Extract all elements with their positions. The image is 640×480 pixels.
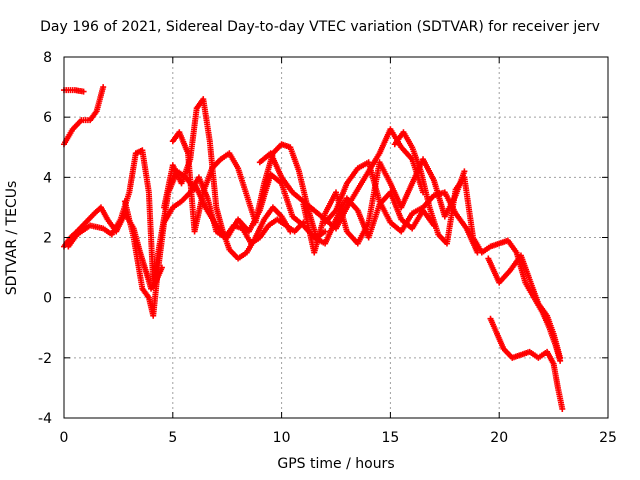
data-point	[322, 228, 329, 235]
y-tick-label: 0	[43, 291, 52, 307]
series-arc-12	[391, 129, 564, 364]
x-tick-label: 20	[490, 430, 508, 446]
x-tick-label: 10	[273, 430, 291, 446]
data-point	[557, 354, 564, 361]
axis-ticks: 0 5 10 15 20 25 -4 -2 0 2 4 6 8	[38, 50, 617, 446]
y-tick-label: -4	[38, 411, 52, 427]
data-point	[100, 84, 107, 91]
x-tick-label: 0	[60, 430, 69, 446]
grid-lines	[64, 57, 608, 418]
data-point	[80, 88, 87, 95]
series-arc-2	[61, 84, 107, 148]
y-tick-label: 4	[43, 170, 52, 186]
series-arc-14	[487, 315, 566, 412]
x-tick-label: 25	[599, 430, 617, 446]
data-series	[61, 84, 566, 412]
y-tick-label: 6	[43, 110, 52, 126]
x-axis-label: GPS time / hours	[277, 456, 395, 472]
x-tick-label: 5	[168, 430, 177, 446]
y-tick-label: 2	[43, 231, 52, 247]
data-point	[461, 168, 468, 175]
y-tick-label: 8	[43, 50, 52, 66]
series-arc-13	[485, 252, 564, 361]
x-tick-label: 15	[381, 430, 399, 446]
y-tick-label: -2	[38, 351, 52, 367]
y-axis-label: SDTVAR / TECUs	[4, 180, 20, 296]
data-point	[559, 405, 566, 412]
data-point	[287, 228, 294, 235]
series-arc-1	[61, 87, 87, 95]
chart-title: Day 196 of 2021, Sidereal Day-to-day VTE…	[40, 19, 600, 35]
